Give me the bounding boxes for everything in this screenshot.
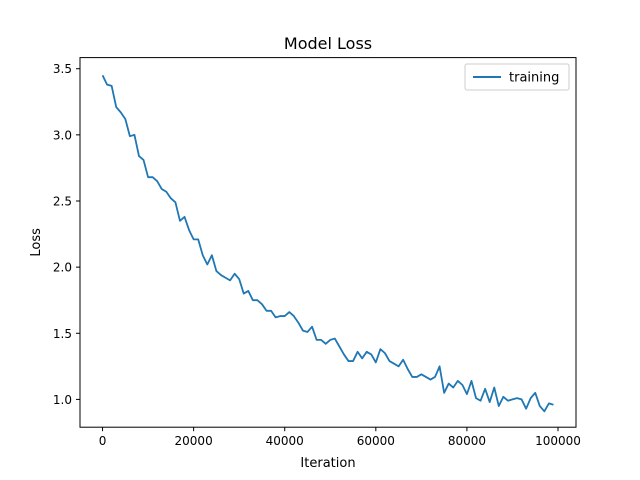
y-tick-label: 2.0 [53, 261, 72, 275]
y-tick-label: 3.5 [53, 62, 72, 76]
y-tick-label: 3.0 [53, 128, 72, 142]
y-axis-label: Loss [29, 228, 44, 257]
x-tick-label: 100000 [535, 434, 581, 448]
axis-ticks: 0 20000 40000 60000 80000 100000 1.0 1.5 2.0 2.5 3… [53, 62, 581, 448]
x-axis-label: Iteration [300, 456, 355, 471]
chart-title: Model Loss [284, 34, 372, 53]
x-tick-label: 20000 [175, 434, 213, 448]
x-tick-label: 60000 [357, 434, 395, 448]
y-tick-label: 1.0 [53, 393, 72, 407]
y-tick-label: 1.5 [53, 327, 72, 341]
legend-label-training: training [509, 71, 559, 86]
x-tick-label: 0 [99, 434, 107, 448]
y-tick-label: 2.5 [53, 194, 72, 208]
axes-frame [79, 57, 577, 428]
series-line-training [101, 74, 554, 413]
legend: training [464, 63, 570, 91]
plot-area [101, 74, 554, 413]
x-tick-label: 80000 [448, 434, 486, 448]
x-tick-label: 40000 [266, 434, 304, 448]
legend-box [464, 63, 570, 91]
